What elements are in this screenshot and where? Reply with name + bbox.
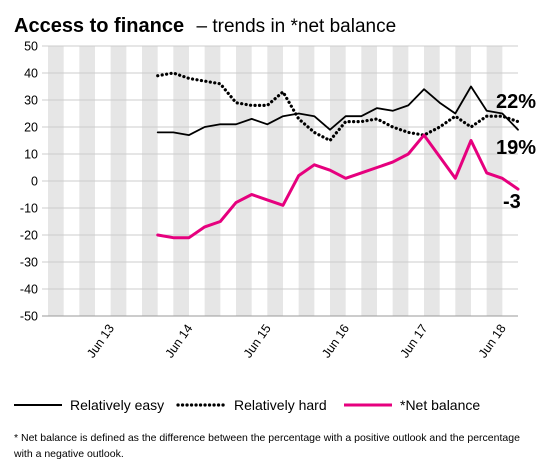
- chart-title: Access to finance – trends in *net balan…: [14, 15, 396, 37]
- end-labels: 22% 19% -3: [496, 91, 536, 213]
- y-tick-label: 30: [24, 94, 38, 108]
- footnote: * Net balance is defined as the differen…: [14, 432, 520, 460]
- end-label-hard: 22%: [496, 91, 536, 113]
- x-tick-label: Jun 18: [476, 322, 509, 361]
- x-tick-label: Jun 16: [319, 322, 352, 361]
- y-tick-label: 40: [24, 67, 38, 81]
- legend: Relatively easy Relatively hard *Net bal…: [14, 397, 480, 413]
- y-tick-label: 10: [24, 148, 38, 162]
- series-group: [156, 71, 520, 240]
- legend-label-easy: Relatively easy: [70, 397, 164, 413]
- x-tick-label: Jun 17: [397, 322, 430, 361]
- y-tick-label: 0: [31, 175, 38, 189]
- x-tick-label: Jun 15: [241, 322, 274, 361]
- y-tick-label: -40: [20, 283, 38, 297]
- legend-label-net: *Net balance: [400, 397, 480, 413]
- y-tick-label: 50: [24, 40, 38, 54]
- x-tick-label: Jun 13: [84, 322, 117, 361]
- x-axis-ticks: Jun 13 Jun 14 Jun 15 Jun 16 Jun 17 Jun 18: [84, 322, 509, 361]
- legend-label-hard: Relatively hard: [234, 397, 327, 413]
- y-tick-label: 20: [24, 121, 38, 135]
- end-label-net: -3: [503, 191, 521, 213]
- y-tick-label: -10: [20, 202, 38, 216]
- series-relatively-easy: [156, 85, 519, 137]
- y-tick-label: -20: [20, 229, 38, 243]
- y-axis-ticks: 50 40 30 20 10 0 -10 -20 -30 -40 -50: [20, 40, 38, 324]
- end-label-easy: 19%: [496, 137, 536, 159]
- x-tick-label: Jun 14: [162, 322, 195, 361]
- series-net-balance: [156, 133, 520, 240]
- chart-title-rest: – trends in *net balance: [197, 16, 397, 37]
- chart-title-bold: Access to finance: [14, 15, 184, 37]
- y-tick-label: -30: [20, 256, 38, 270]
- y-tick-label: -50: [20, 310, 38, 324]
- series-relatively-hard: [156, 71, 520, 143]
